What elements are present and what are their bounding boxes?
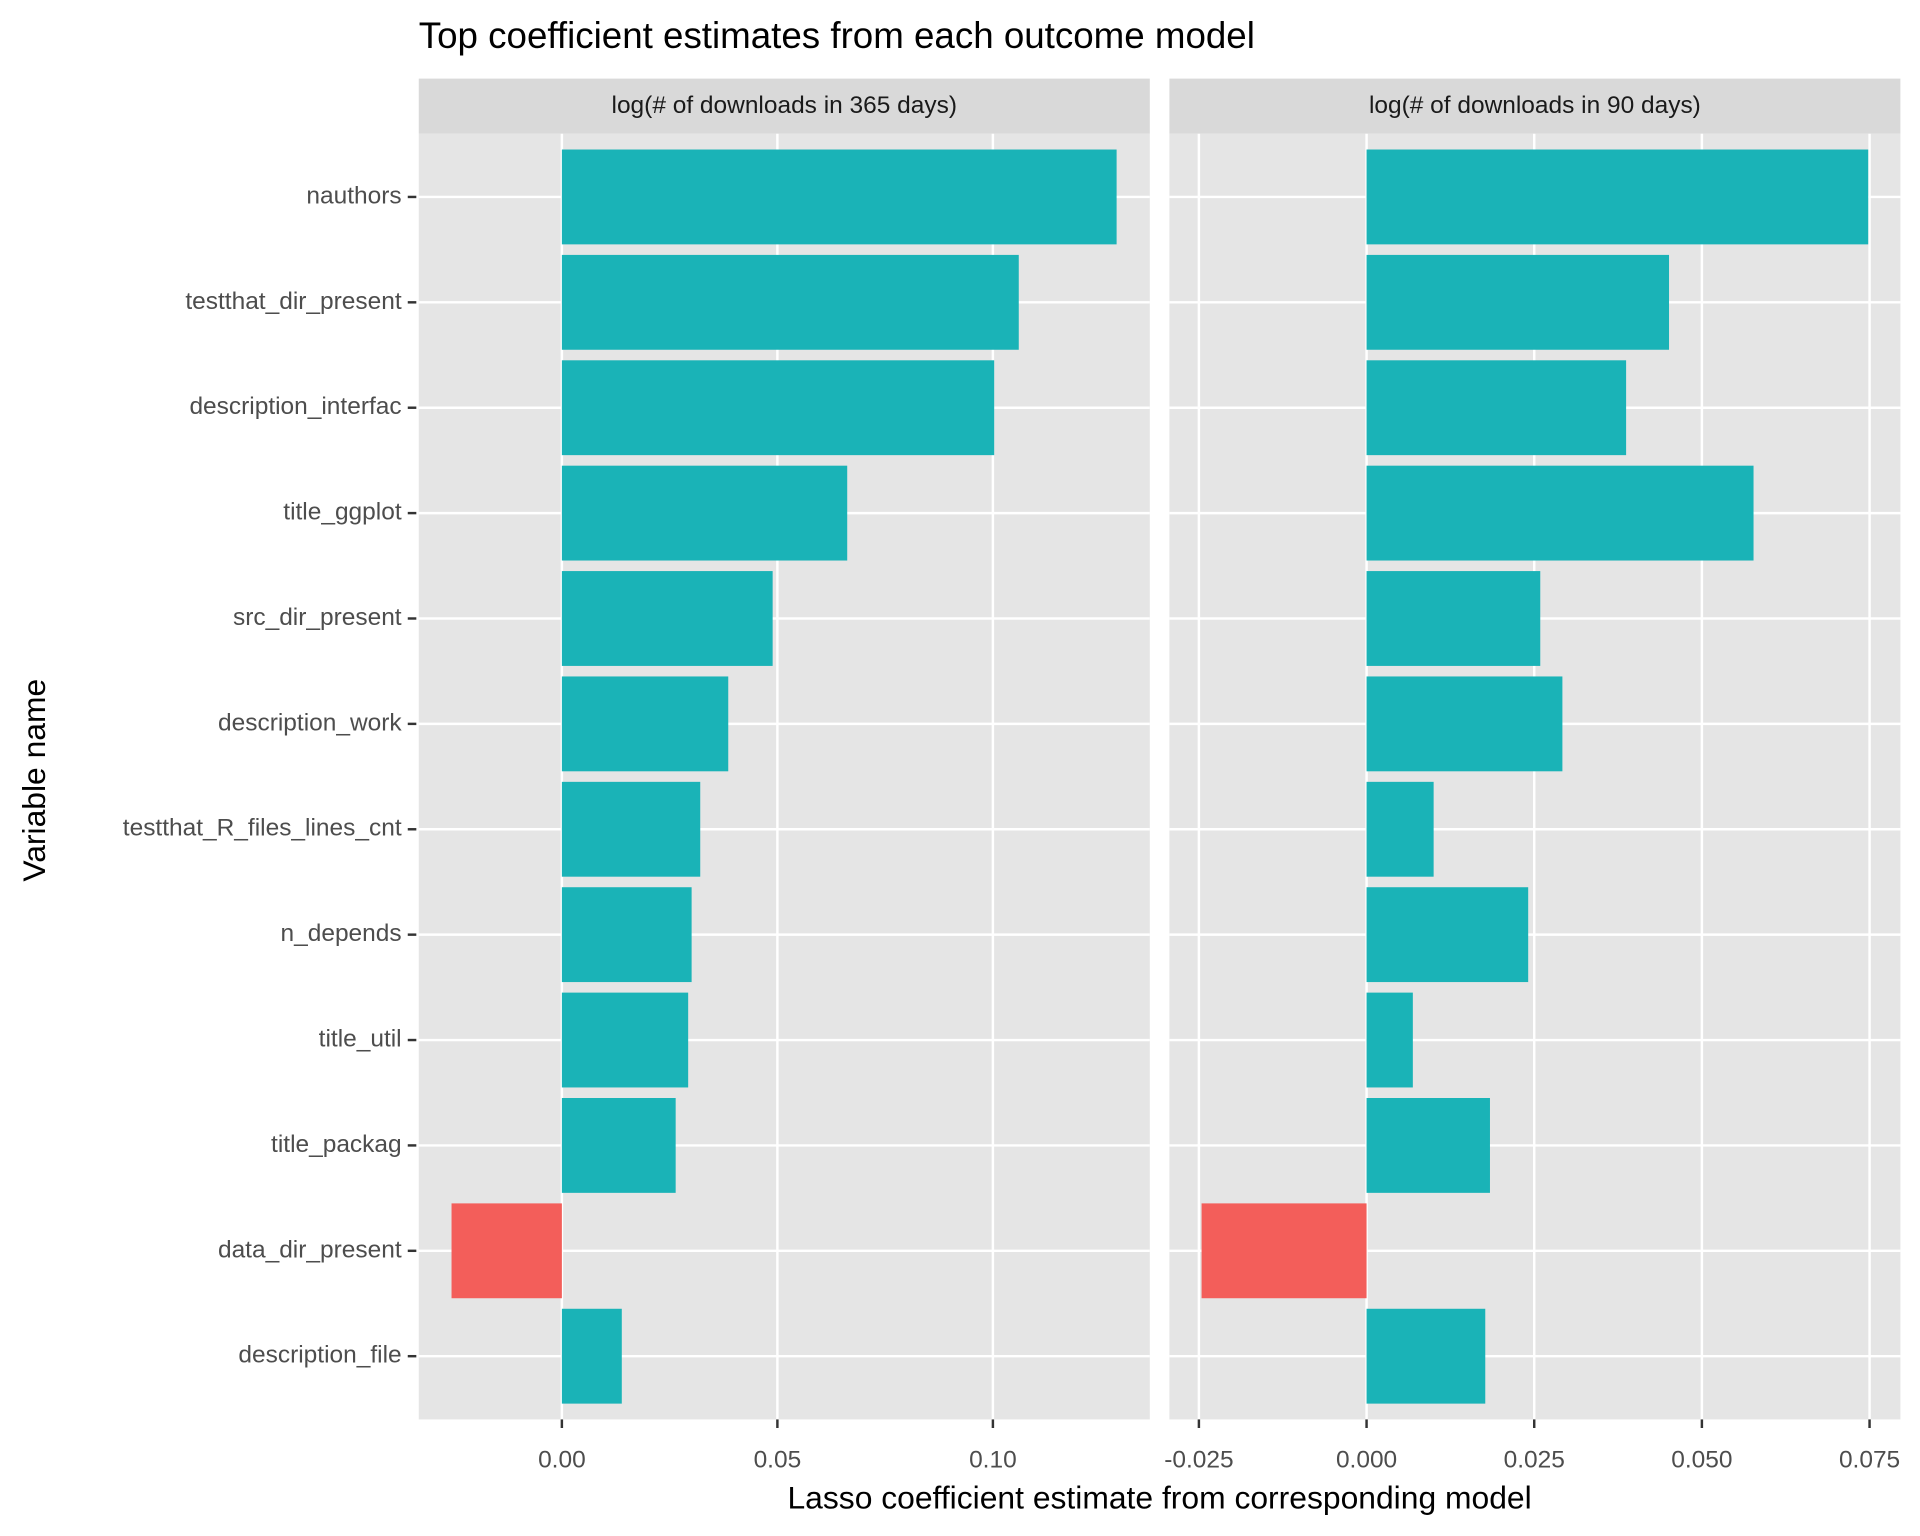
x-tick-label: 0.10 <box>969 1447 1017 1474</box>
bar <box>561 1308 622 1404</box>
bar <box>561 571 773 666</box>
y-tick-label: description_work <box>218 709 402 736</box>
bar <box>561 1098 676 1193</box>
x-tick-label: 0.025 <box>1504 1447 1565 1474</box>
bar <box>1366 465 1754 561</box>
bar <box>1366 254 1670 350</box>
bar <box>1366 1308 1486 1404</box>
bar <box>1366 887 1529 983</box>
bar <box>1366 781 1434 877</box>
bar <box>1366 149 1869 245</box>
bar <box>561 465 848 561</box>
facet-title: log(# of downloads in 365 days) <box>612 92 958 119</box>
y-axis-label: Variable name <box>16 679 52 882</box>
y-tick-label: nauthors <box>306 182 401 209</box>
bar <box>561 149 1117 245</box>
y-tick-label: title_util <box>319 1026 402 1053</box>
x-tick-label: 0.000 <box>1336 1447 1397 1474</box>
y-tick-label: n_depends <box>281 920 402 947</box>
y-tick-label: title_packag <box>271 1131 402 1158</box>
chart-title: Top coefficient estimates from each outc… <box>419 15 1255 56</box>
facet-title: log(# of downloads in 90 days) <box>1369 92 1701 119</box>
bar <box>1366 360 1627 456</box>
x-tick-label: 0.05 <box>754 1447 802 1474</box>
y-tick-label: src_dir_present <box>233 604 402 631</box>
bar <box>561 254 1019 350</box>
y-tick-label: description_file <box>238 1342 401 1369</box>
bar <box>1366 571 1541 666</box>
y-tick-label: testthat_R_files_lines_cnt <box>123 815 402 842</box>
y-tick-label: testthat_dir_present <box>185 288 401 315</box>
bar <box>1366 992 1413 1088</box>
bar <box>1366 1098 1490 1193</box>
x-tick-label: 0.00 <box>538 1447 586 1474</box>
facet-strip <box>418 78 1150 134</box>
facet-strip <box>1169 78 1901 134</box>
bar <box>561 887 692 983</box>
x-tick-label: 0.050 <box>1671 1447 1732 1474</box>
bar <box>561 992 689 1088</box>
bar <box>561 676 729 772</box>
bar <box>561 781 701 877</box>
x-tick-label: -0.025 <box>1164 1447 1233 1474</box>
x-axis-label: Lasso coefficient estimate from correspo… <box>787 1480 1531 1516</box>
bar <box>1201 1203 1367 1299</box>
y-tick-label: description_interfac <box>189 393 401 420</box>
bar <box>561 360 995 456</box>
y-tick-label: data_dir_present <box>218 1236 402 1263</box>
y-tick-label: title_ggplot <box>283 499 402 526</box>
x-tick-label: 0.075 <box>1839 1447 1900 1474</box>
bar <box>451 1203 562 1299</box>
bar <box>1366 676 1563 772</box>
